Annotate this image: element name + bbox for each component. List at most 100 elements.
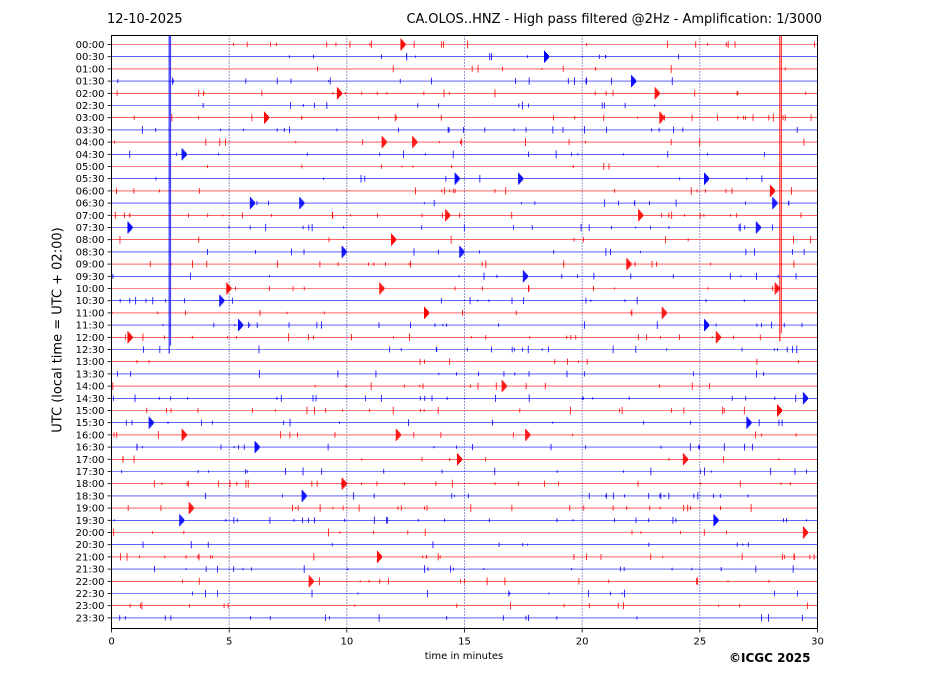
x-tick-label: 10	[340, 637, 353, 648]
event-burst	[181, 428, 187, 441]
y-tick-label: 17:00	[76, 455, 105, 466]
trace-row-1030	[111, 294, 818, 307]
trace-row-1130	[111, 319, 818, 332]
event-burst	[226, 282, 232, 295]
event-burst	[341, 477, 347, 490]
y-tick-label: 16:00	[76, 430, 105, 441]
y-tick-label: 19:00	[76, 504, 105, 515]
y-tick-label: 20:00	[76, 528, 105, 539]
y-tick-label: 20:30	[76, 540, 105, 551]
trace-row-0930	[111, 270, 818, 283]
y-tick-label: 04:30	[76, 150, 105, 161]
trace-row-0600	[111, 184, 818, 197]
event-burst	[522, 270, 528, 283]
event-burst	[127, 331, 133, 344]
event-burst	[181, 148, 187, 161]
trace-row-2300	[111, 601, 818, 610]
y-tick-label: 18:00	[76, 479, 105, 490]
y-tick-label: 13:00	[76, 357, 105, 368]
y-tick-label: 04:00	[76, 138, 105, 149]
y-tick-label: 12:00	[76, 333, 105, 344]
trace-row-0830	[111, 245, 818, 258]
y-tick-label: 02:30	[76, 101, 105, 112]
trace-row-0630	[111, 197, 818, 210]
event-burst	[395, 428, 401, 441]
trace-row-1000	[111, 282, 818, 295]
x-tick-label: 15	[458, 637, 471, 648]
trace-row-1230	[111, 345, 818, 354]
trace-row-2230	[111, 589, 818, 598]
y-tick-label: 11:00	[76, 308, 105, 319]
event-burst	[179, 514, 185, 527]
event-burst	[308, 575, 314, 588]
event-burst	[802, 392, 808, 405]
trace-row-1500	[111, 404, 818, 417]
trace-row-1400	[111, 380, 818, 393]
event-burst	[772, 197, 778, 210]
y-tick-label: 23:30	[76, 613, 105, 624]
event-burst	[381, 136, 387, 149]
trace-row-1900	[111, 502, 818, 515]
trace-row-1830	[111, 489, 818, 502]
trace-row-0530	[111, 172, 818, 185]
trace-row-0330	[111, 125, 818, 134]
y-tick-label: 05:00	[76, 162, 105, 173]
event-burst	[459, 245, 465, 258]
y-tick-label: 02:00	[76, 89, 105, 100]
trace-row-1430	[111, 392, 818, 405]
event-burst	[376, 550, 382, 563]
event-burst	[525, 428, 531, 441]
event-burst	[400, 38, 406, 51]
event-burst	[715, 331, 721, 344]
trace-row-0800	[111, 233, 818, 246]
y-tick-label: 10:00	[76, 284, 105, 295]
event-burst	[412, 136, 418, 149]
y-tick-label: 07:30	[76, 223, 105, 234]
trace-row-0130	[111, 75, 818, 88]
event-burst	[301, 489, 307, 502]
event-burst	[219, 294, 225, 307]
y-tick-label: 01:30	[76, 77, 105, 88]
trace-row-2100	[111, 550, 818, 563]
trace-row-1300	[111, 358, 818, 365]
y-tick-label: 13:30	[76, 369, 105, 380]
x-tick-label: 5	[226, 637, 232, 648]
chart-title: CA.OLOS..HNZ - High pass filtered @2Hz -…	[406, 12, 822, 27]
event-burst	[148, 416, 154, 429]
date-label: 12-10-2025	[107, 12, 183, 27]
y-tick-label: 06:30	[76, 199, 105, 210]
event-burst	[682, 453, 688, 466]
event-burst	[379, 282, 385, 295]
trace-row-0300	[111, 111, 818, 124]
trace-row-1100	[111, 306, 818, 319]
event-burst	[769, 184, 775, 197]
credit-label: ©ICGC 2025	[729, 651, 811, 665]
trace-row-1700	[111, 453, 818, 466]
event-burst	[299, 197, 305, 210]
event-burst	[704, 172, 710, 185]
trace-row-1630	[111, 441, 818, 454]
event-burst	[518, 172, 524, 185]
y-tick-label: 23:00	[76, 601, 105, 612]
y-tick-label: 00:00	[76, 40, 105, 51]
y-tick-label: 01:00	[76, 64, 105, 75]
grid-layer	[228, 35, 701, 629]
y-tick-label: 09:00	[76, 260, 105, 271]
trace-row-2200	[111, 575, 818, 588]
event-burst	[654, 87, 660, 100]
x-tick-label: 30	[811, 637, 824, 648]
event-burst	[391, 233, 397, 246]
trace-row-0700	[111, 209, 818, 222]
y-tick-label: 15:00	[76, 406, 105, 417]
trace-row-1200	[111, 331, 818, 344]
event-burst	[776, 404, 782, 417]
x-axis-label: time in minutes	[424, 651, 504, 662]
trace-row-0900	[111, 258, 818, 271]
y-tick-label: 03:30	[76, 125, 105, 136]
x-tick-layer: 0 5 10 15 20 25 30	[108, 628, 824, 648]
trace-row-2130	[111, 565, 818, 573]
y-tick-label: 07:00	[76, 211, 105, 222]
x-tick-label: 20	[576, 637, 589, 648]
trace-row-0200	[111, 87, 818, 100]
